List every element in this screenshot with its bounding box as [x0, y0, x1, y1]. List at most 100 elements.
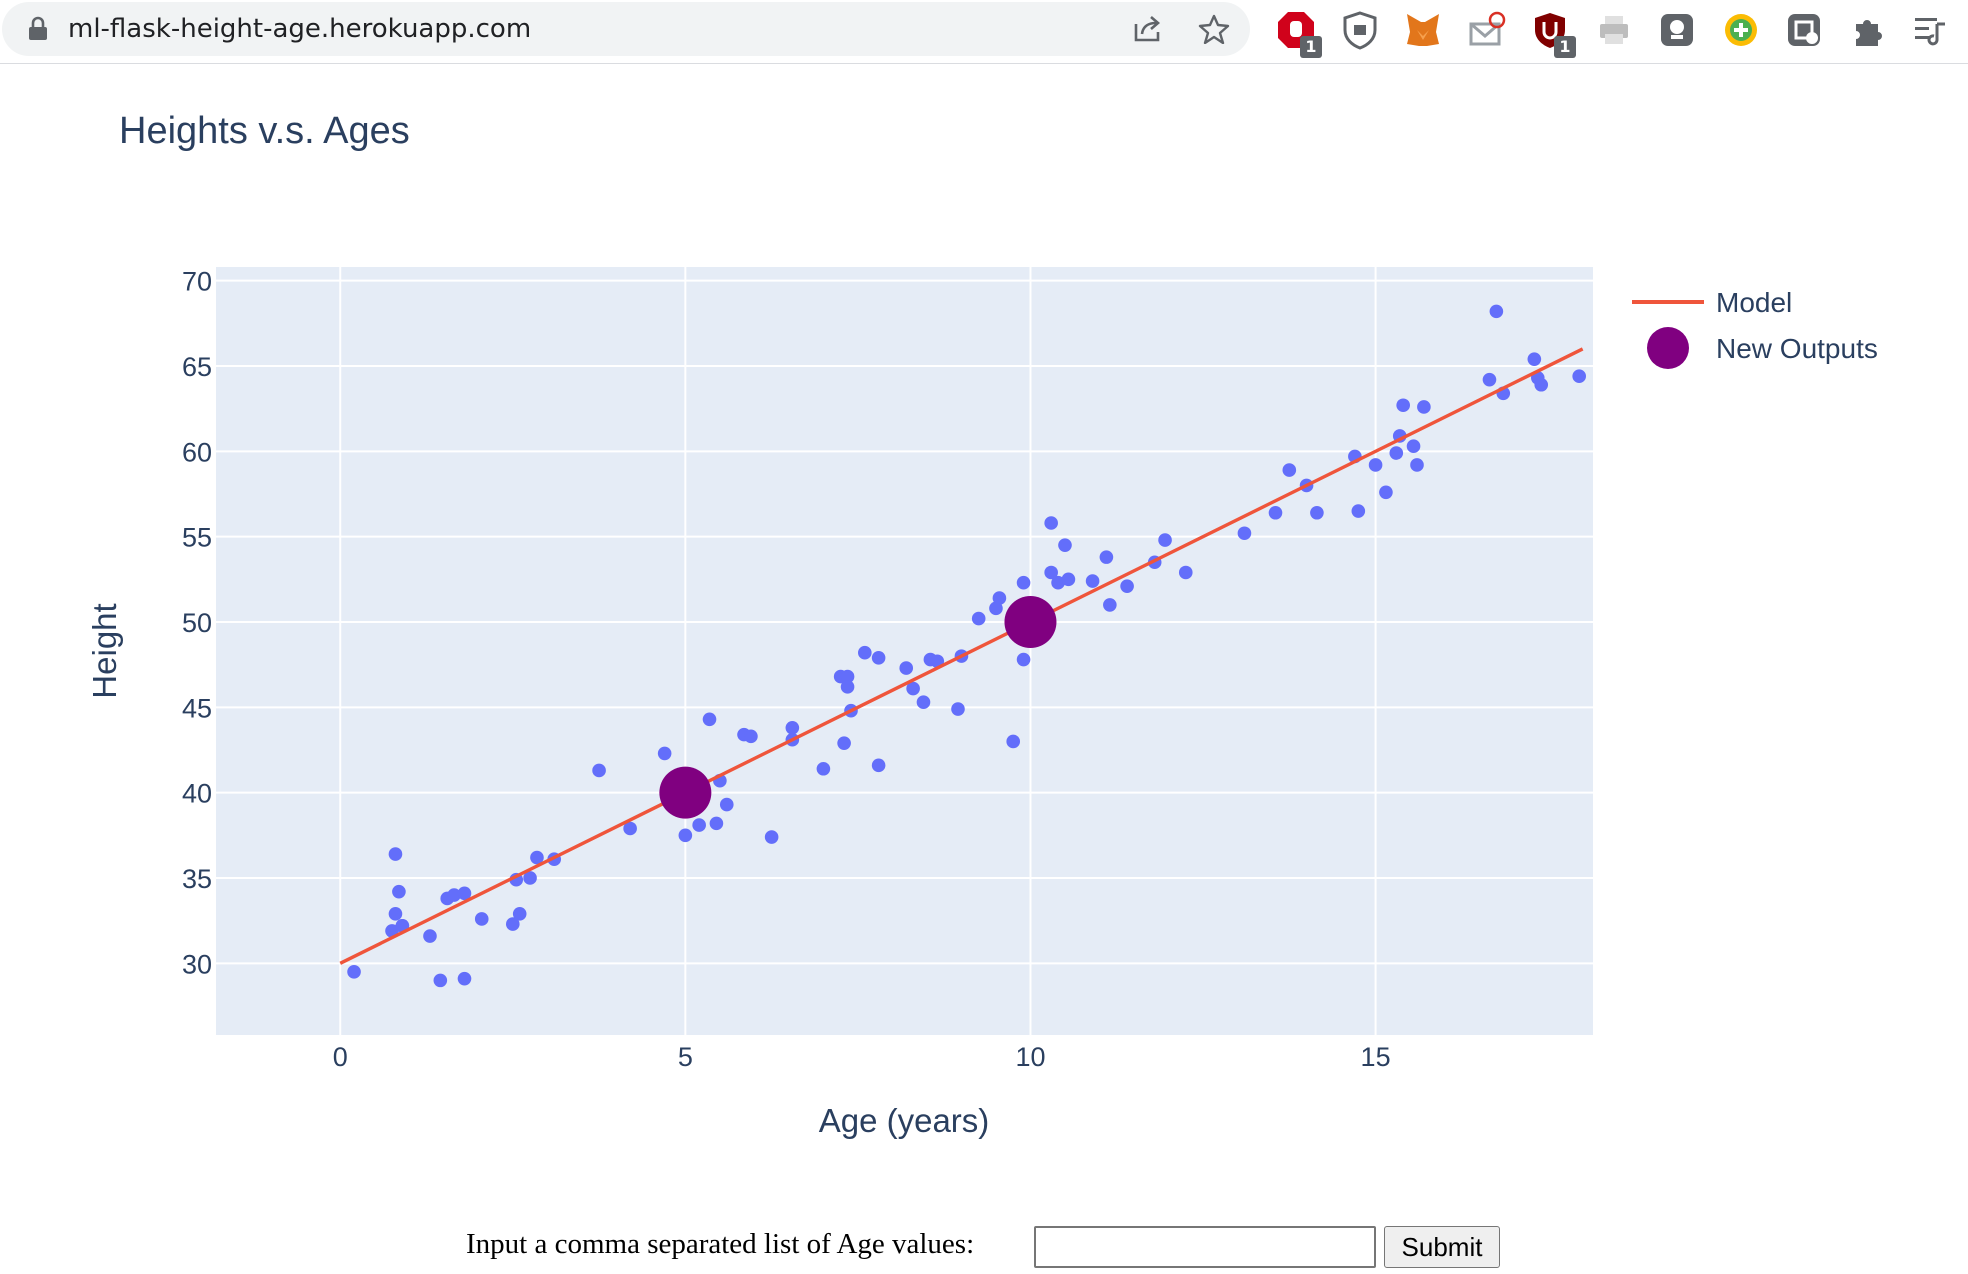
data-point[interactable]	[858, 645, 872, 660]
data-point[interactable]	[1389, 446, 1404, 460]
ages-input[interactable]	[1034, 1226, 1376, 1268]
data-point[interactable]	[433, 973, 448, 988]
x-tick-label: 5	[678, 1042, 693, 1072]
data-point[interactable]	[744, 729, 758, 744]
new-output-point[interactable]	[1004, 595, 1057, 648]
data-point[interactable]	[916, 695, 931, 709]
data-point[interactable]	[785, 721, 800, 735]
adblock-icon[interactable]: 1	[1276, 10, 1322, 58]
data-point[interactable]	[692, 818, 706, 832]
data-point[interactable]	[899, 661, 914, 675]
data-point[interactable]	[457, 971, 472, 986]
data-point[interactable]	[1158, 533, 1172, 547]
data-point[interactable]	[837, 736, 851, 750]
puzzle-icon[interactable]	[1848, 10, 1888, 50]
data-point[interactable]	[816, 761, 831, 776]
data-point[interactable]	[523, 871, 537, 885]
extension-badge: 1	[1554, 36, 1576, 58]
data-point[interactable]	[719, 797, 734, 812]
data-point[interactable]	[457, 886, 472, 901]
data-point[interactable]	[1268, 505, 1283, 520]
address-bar[interactable]: ml-flask-height-age.herokuapp.com	[2, 2, 1250, 56]
data-point[interactable]	[1351, 504, 1366, 518]
data-point[interactable]	[505, 917, 520, 931]
printer-icon[interactable]	[1594, 10, 1634, 50]
data-point[interactable]	[530, 850, 544, 865]
data-point[interactable]	[423, 929, 437, 943]
reading-list-icon[interactable]	[1911, 10, 1951, 50]
data-point[interactable]	[1368, 458, 1383, 472]
data-point[interactable]	[1282, 463, 1297, 477]
data-point[interactable]	[1016, 652, 1031, 667]
data-point[interactable]	[1406, 439, 1421, 454]
y-tick-label: 60	[182, 437, 212, 467]
data-point[interactable]	[1396, 398, 1410, 413]
data-point[interactable]	[1310, 505, 1324, 520]
data-point[interactable]	[840, 680, 855, 694]
legend-model-label[interactable]: Model	[1716, 287, 1792, 318]
data-point[interactable]	[871, 651, 886, 665]
y-tick-label: 50	[182, 608, 212, 638]
shield-icon[interactable]	[1340, 10, 1380, 50]
data-point[interactable]	[1051, 575, 1065, 590]
data-point[interactable]	[347, 965, 361, 979]
data-point[interactable]	[512, 907, 527, 921]
data-point[interactable]	[1016, 575, 1031, 590]
data-point[interactable]	[657, 746, 672, 761]
screen-capture-icon[interactable]	[1784, 10, 1824, 50]
grid-lines	[216, 267, 1593, 1035]
data-point[interactable]	[989, 601, 1003, 616]
data-point[interactable]	[1044, 565, 1058, 580]
metamask-fox-icon[interactable]	[1403, 10, 1443, 50]
data-point[interactable]	[1099, 550, 1114, 564]
data-point[interactable]	[1058, 538, 1072, 552]
data-point[interactable]	[840, 669, 855, 684]
data-point[interactable]	[1489, 304, 1504, 319]
data-point[interactable]	[388, 907, 403, 921]
data-point[interactable]	[1237, 526, 1252, 541]
data-point[interactable]	[906, 681, 920, 696]
new-output-point[interactable]	[659, 766, 712, 819]
data-point[interactable]	[447, 888, 461, 902]
url-text: ml-flask-height-age.herokuapp.com	[68, 14, 532, 44]
data-point[interactable]	[1527, 352, 1542, 366]
data-point[interactable]	[623, 821, 637, 836]
data-point[interactable]	[992, 591, 1007, 605]
data-point[interactable]	[474, 912, 489, 926]
data-point[interactable]	[1103, 598, 1117, 612]
legend-new-outputs-swatch[interactable]	[1647, 327, 1689, 369]
submit-button[interactable]: Submit	[1384, 1226, 1500, 1268]
data-point[interactable]	[592, 763, 606, 778]
data-point[interactable]	[1572, 369, 1586, 384]
data-point[interactable]	[871, 758, 886, 773]
data-point[interactable]	[702, 712, 717, 727]
data-point[interactable]	[951, 702, 965, 716]
share-icon[interactable]	[1132, 14, 1164, 44]
lock-icon[interactable]	[26, 16, 50, 42]
speech-bubble-icon[interactable]	[1657, 10, 1697, 50]
data-point[interactable]	[764, 830, 779, 844]
data-point[interactable]	[678, 828, 693, 843]
chart-legend[interactable]: Model New Outputs	[1632, 287, 1878, 369]
data-point[interactable]	[1085, 574, 1100, 588]
data-point[interactable]	[1534, 377, 1549, 392]
data-point[interactable]	[1410, 458, 1424, 472]
data-point[interactable]	[1417, 400, 1431, 414]
data-point[interactable]	[1482, 372, 1497, 387]
data-point[interactable]	[1061, 572, 1076, 587]
data-point[interactable]	[709, 816, 724, 831]
data-point[interactable]	[1178, 565, 1193, 580]
data-point[interactable]	[1006, 734, 1021, 749]
mail-tracker-icon[interactable]	[1467, 10, 1507, 50]
data-point[interactable]	[1120, 579, 1134, 593]
data-point[interactable]	[1044, 516, 1058, 530]
data-point[interactable]	[388, 847, 403, 861]
plus-circle-icon[interactable]	[1721, 10, 1761, 50]
ublock-origin-icon[interactable]: 1	[1530, 10, 1576, 58]
x-tick-label: 10	[1015, 1042, 1045, 1072]
data-point[interactable]	[1379, 485, 1393, 500]
data-point[interactable]	[392, 884, 406, 899]
bookmark-star-icon[interactable]	[1198, 14, 1230, 44]
data-point[interactable]	[971, 611, 986, 626]
legend-new-outputs-label[interactable]: New Outputs	[1716, 333, 1878, 364]
